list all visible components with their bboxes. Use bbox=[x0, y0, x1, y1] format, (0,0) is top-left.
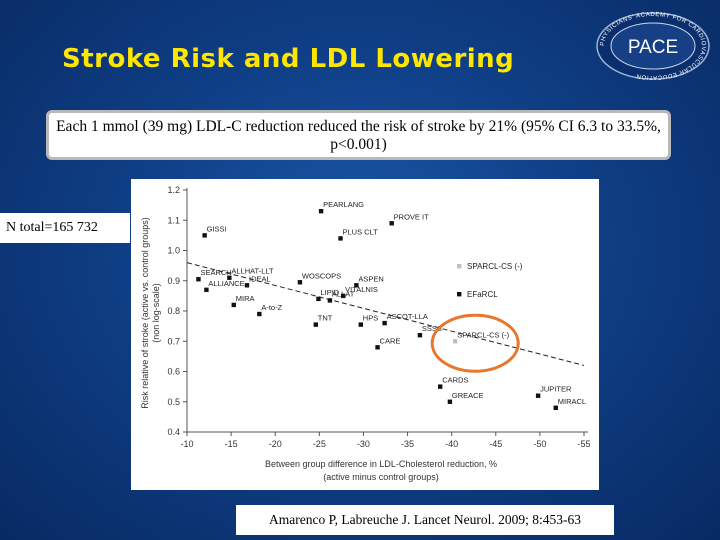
data-point bbox=[452, 339, 458, 344]
data-point bbox=[204, 287, 209, 293]
y-tick-label: 0.6 bbox=[167, 367, 180, 377]
legend-marker bbox=[457, 264, 462, 269]
data-point bbox=[340, 293, 346, 299]
highlight-ring bbox=[430, 313, 520, 373]
y-tick-label: 0.5 bbox=[167, 397, 180, 407]
data-point bbox=[202, 233, 207, 238]
data-point-label: CARE bbox=[380, 336, 401, 345]
data-point-label: VITALNIS bbox=[345, 285, 378, 294]
data-point-label: SEARCH bbox=[200, 268, 231, 277]
data-point-label: JUPITER bbox=[540, 385, 572, 394]
scatter-chart: 0.4 0.5 0.6 0.7 0.8 0.9 1.0 1.1 1.2 -10 -15 -20 -25 -… bbox=[140, 185, 591, 482]
y-tick-label: 1.0 bbox=[167, 246, 180, 256]
data-point-label: ASPEN bbox=[358, 274, 383, 283]
x-tick-label: -15 bbox=[225, 439, 238, 449]
x-axis-label: Between group difference in LDL-Choleste… bbox=[265, 459, 497, 469]
legend-label: EFaRCL bbox=[467, 290, 498, 299]
data-point bbox=[313, 322, 319, 327]
x-tick-label: -10 bbox=[180, 439, 193, 449]
y-tick-label: 1.1 bbox=[167, 215, 180, 225]
data-point bbox=[257, 311, 262, 317]
data-point bbox=[375, 345, 380, 350]
data-point-label: ALLIANCE bbox=[208, 279, 244, 288]
y-tick-label: 0.4 bbox=[167, 427, 180, 437]
data-point bbox=[196, 277, 201, 282]
data-point bbox=[227, 275, 232, 280]
y-axis-label: Risk relative of stroke (active vs. cont… bbox=[140, 217, 150, 409]
data-point bbox=[338, 236, 343, 241]
data-point-label: A-to-Z bbox=[261, 303, 282, 312]
data-point-label: SPARCL-CS (-) bbox=[457, 330, 509, 339]
x-axis-label-line2: (active minus control groups) bbox=[323, 472, 439, 482]
data-point-label: ALLHAT-LLT bbox=[231, 267, 274, 276]
finding-callout: Each 1 mmol (39 mg) LDL-C reduction redu… bbox=[46, 110, 671, 160]
data-point-label: MIRA bbox=[236, 294, 255, 303]
x-tick-label: -20 bbox=[269, 439, 282, 449]
regression-line bbox=[186, 262, 585, 366]
x-tick-label: -25 bbox=[313, 439, 326, 449]
x-tick-label: -40 bbox=[445, 439, 458, 449]
y-tick-label: 0.8 bbox=[167, 306, 180, 316]
data-point bbox=[389, 221, 394, 226]
data-point-label: IDEAL bbox=[249, 274, 271, 283]
y-tick-label: 1.2 bbox=[167, 185, 180, 195]
data-point bbox=[535, 393, 541, 398]
x-tick-label: -50 bbox=[533, 439, 546, 449]
data-point-label: HPS bbox=[363, 314, 378, 323]
data-point-label: GISSI bbox=[207, 224, 227, 233]
y-tick-label: 0.9 bbox=[167, 276, 180, 286]
pace-logo: PHYSICIANS' ACADEMY FOR CARDIOVASCULAR E… bbox=[596, 12, 710, 80]
data-point bbox=[354, 283, 359, 288]
data-point-label: GREACE bbox=[452, 391, 484, 400]
data-point bbox=[316, 296, 321, 302]
chart-panel: 0.4 0.5 0.6 0.7 0.8 0.9 1.0 1.1 1.2 -10 -15 -20 -25 -… bbox=[131, 179, 599, 490]
data-point-label: TNT bbox=[318, 314, 333, 323]
data-point bbox=[417, 333, 423, 338]
data-point-label: ASCOT-LLA bbox=[387, 312, 428, 321]
data-point bbox=[297, 280, 303, 285]
n-total-label: N total=165 732 bbox=[0, 213, 130, 243]
data-point bbox=[437, 384, 443, 389]
x-tick-label: -45 bbox=[489, 439, 502, 449]
data-point-label: WOSCOPS bbox=[302, 271, 341, 280]
data-point bbox=[318, 208, 324, 214]
data-point bbox=[244, 283, 250, 288]
data-point-label: SSSS bbox=[422, 324, 442, 333]
data-point-label: MIRACL bbox=[558, 397, 586, 406]
data-point-label: PEARLANG bbox=[323, 200, 364, 209]
x-tick-label: -30 bbox=[357, 439, 370, 449]
data-point bbox=[327, 298, 333, 303]
legend-label: SPARCL-CS (-) bbox=[467, 262, 523, 271]
x-tick-label: -55 bbox=[577, 439, 590, 449]
data-point bbox=[447, 399, 453, 404]
data-point-label: PLUS CLT bbox=[343, 227, 379, 236]
data-point-label: LIPID bbox=[320, 288, 339, 297]
y-axis-label-line2: (non log-scale) bbox=[151, 283, 161, 343]
citation: Amarenco P, Labreuche J. Lancet Neurol. … bbox=[236, 505, 614, 535]
x-tick-label: -35 bbox=[401, 439, 414, 449]
data-point-label: PROVE IT bbox=[394, 212, 429, 221]
data-point bbox=[382, 320, 387, 326]
data-point-label: CARDS bbox=[442, 376, 468, 385]
data-point bbox=[231, 302, 236, 308]
logo-text: PACE bbox=[628, 37, 678, 58]
y-tick-label: 0.7 bbox=[167, 336, 180, 346]
data-point bbox=[358, 322, 363, 327]
legend-marker bbox=[457, 292, 462, 297]
slide-title: Stroke Risk and LDL Lowering bbox=[62, 44, 515, 74]
data-point bbox=[553, 405, 558, 410]
